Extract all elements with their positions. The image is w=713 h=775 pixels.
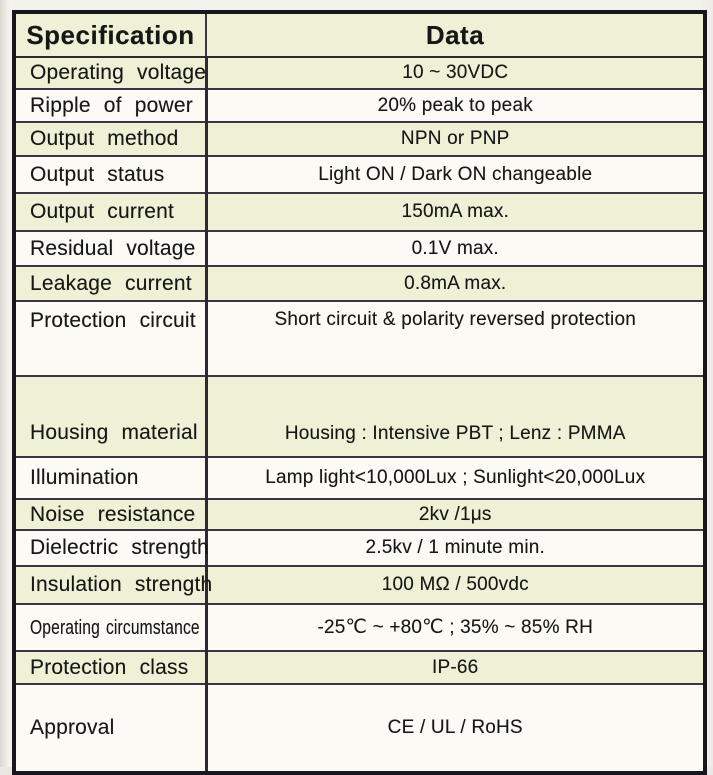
spec-label-cell: Output current (13, 192, 208, 232)
spec-value-cell: Housing : Intensive PBT ; Lenz : PMMA (205, 375, 706, 458)
table-row: Output method NPN or PNP (13, 121, 706, 157)
specification-table: Specification Data Operating voltage 10 ~… (12, 10, 707, 775)
spec-value-cell: -25℃ ~ +80℃ ; 35% ~ 85% RH (205, 603, 706, 652)
table-row: Output current 150mA max. (13, 192, 706, 232)
spec-label-cell: Residual voltage (13, 230, 208, 267)
spec-label-text: Dielectric strength (30, 536, 209, 559)
spec-label-text: Ripple of power (30, 93, 193, 117)
table-row: Approval CE / UL / RoHS (13, 683, 706, 774)
spec-value-cell: 2.5kv / 1 minute min. (205, 529, 706, 567)
spec-value-cell: Short circuit & polarity reversed protec… (205, 300, 706, 377)
table-body: Operating voltage 10 ~ 30VDC Ripple of pow… (13, 56, 706, 774)
spec-value-cell: Light ON / Dark ON changeable (205, 155, 706, 194)
spec-label-cell: Noise resistance (13, 498, 208, 531)
table-row: Residual voltage 0.1V max. (13, 230, 706, 267)
spec-label-cell: Insulation strength (13, 565, 212, 605)
spec-value-cell: NPN or PNP (205, 121, 706, 157)
table-row: Insulation strength 100 MΩ / 500vdc (13, 565, 706, 605)
spec-label-cell: Approval (13, 683, 208, 774)
spec-label-cell: Ripple of power (13, 88, 208, 123)
spec-value-cell: 100 MΩ / 500vdc (205, 565, 706, 605)
table-row: Housing material Housing : Intensive PBT … (13, 375, 706, 458)
table-row: Illumination Lamp light<10,000Lux ; Sunli… (13, 456, 706, 500)
spec-value-cell: CE / UL / RoHS (205, 683, 706, 774)
header-specification: Specification (13, 11, 207, 58)
spec-label-text: Protection circuit (30, 309, 196, 332)
spec-label-cell: Illumination (13, 456, 208, 500)
table-row: Operating circumstance -25℃ ~ +80℃ ; 35% … (13, 603, 706, 652)
spec-label-text: Noise resistance (30, 502, 196, 526)
spec-label-text: Illumination (30, 466, 139, 489)
table-row: Ripple of power 20% peak to peak (13, 88, 706, 123)
spec-label-cell: Housing material (13, 375, 208, 458)
spec-label-cell: Leakage current (13, 265, 208, 302)
spec-value-cell: Lamp light<10,000Lux ; Sunlight<20,000Lu… (205, 456, 706, 500)
spec-label-cell: Dielectric strength (13, 529, 209, 567)
table-row: Dielectric strength 2.5kv / 1 minute min. (13, 529, 706, 567)
spec-value-cell: 0.1V max. (205, 230, 706, 267)
spec-label-cell: Output method (13, 121, 208, 157)
spec-label-text: Residual voltage (30, 236, 196, 260)
table-row: Noise resistance 2kv /1μs (13, 498, 706, 531)
table-header-row: Specification Data (13, 11, 706, 58)
spec-value-cell: 20% peak to peak (205, 88, 706, 123)
spec-label-text: Insulation strength (30, 573, 213, 596)
spec-label-cell: Operating circumstance (13, 603, 208, 652)
spec-label-text: Operating voltage (30, 61, 207, 84)
table-row: Protection class IP-66 (13, 650, 706, 685)
spec-label-text: Protection class (30, 655, 189, 679)
spec-value-cell: 2kv /1μs (205, 498, 706, 531)
table-row: Protection circuit Short circuit & polari… (13, 300, 706, 377)
spec-label-text: Output method (30, 127, 179, 150)
header-data: Data (205, 11, 706, 58)
spec-value-cell: 0.8mA max. (205, 265, 706, 302)
spec-label-text: Operating circumstance (30, 616, 200, 639)
spec-value-cell: 150mA max. (205, 192, 706, 232)
table-row: Output status Light ON / Dark ON changeab… (13, 155, 706, 194)
spec-value-cell: IP-66 (205, 650, 706, 685)
spec-value-cell: 10 ~ 30VDC (205, 56, 706, 90)
spec-label-text: Output status (30, 162, 165, 186)
spec-label-cell: Protection circuit (13, 300, 208, 377)
spec-label-text: Approval (30, 716, 115, 739)
spec-label-text: Housing material (30, 421, 198, 444)
spec-label-text: Leakage current (30, 271, 192, 295)
spec-label-cell: Operating voltage (13, 56, 208, 90)
table-row: Leakage current 0.8mA max. (13, 265, 706, 302)
table-row: Operating voltage 10 ~ 30VDC (13, 56, 706, 90)
spec-label-cell: Protection class (13, 650, 208, 685)
spec-label-cell: Output status (13, 155, 208, 194)
spec-label-text: Output current (30, 200, 175, 223)
